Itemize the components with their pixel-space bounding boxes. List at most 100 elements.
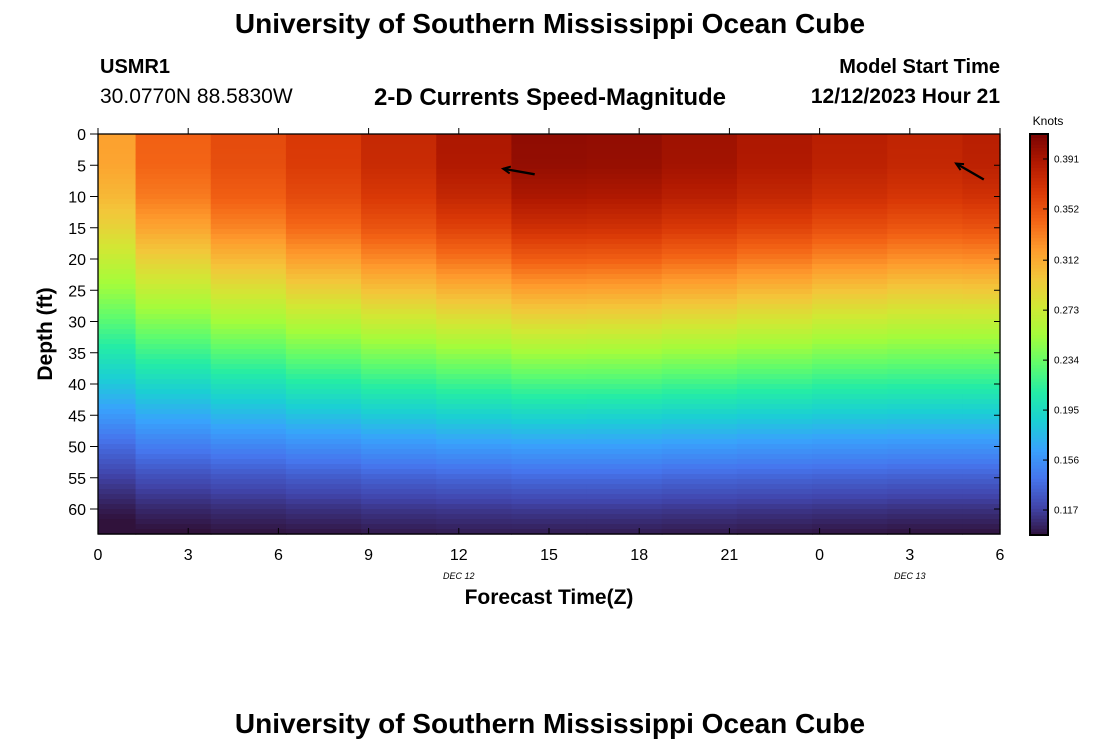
heatmap-cell xyxy=(98,304,137,310)
colorbar-swatch xyxy=(1030,421,1048,426)
heatmap-cell xyxy=(661,209,738,215)
heatmap-cell xyxy=(736,179,813,185)
heatmap-cell xyxy=(285,299,362,305)
heatmap-cell xyxy=(962,349,1001,355)
colorbar-swatch xyxy=(1030,240,1048,245)
heatmap-cell xyxy=(135,429,212,435)
colorbar-swatch xyxy=(1030,294,1048,299)
heatmap-cell xyxy=(135,279,212,285)
heatmap-cell xyxy=(962,179,1001,185)
heatmap-cell xyxy=(361,504,437,510)
colorbar-swatch xyxy=(1030,174,1048,179)
heatmap-cell xyxy=(436,454,513,460)
heatmap-cell xyxy=(135,384,212,390)
colorbar-swatch xyxy=(1030,301,1048,306)
heatmap-cell xyxy=(586,254,663,260)
heatmap-cell xyxy=(135,294,212,300)
heatmap-cell xyxy=(887,299,964,305)
heatmap-cell xyxy=(210,434,287,440)
heatmap-cell xyxy=(661,219,738,225)
heatmap-cell xyxy=(586,464,663,470)
heatmap-cell xyxy=(285,499,362,505)
heatmap-cell xyxy=(285,474,362,480)
heatmap-cell xyxy=(210,209,287,215)
heatmap-cell xyxy=(962,434,1001,440)
colorbar-swatch xyxy=(1030,384,1048,389)
heatmap-cell xyxy=(736,134,813,140)
heatmap-cell xyxy=(887,439,964,445)
heatmap-cell xyxy=(661,284,738,290)
heatmap-cell xyxy=(98,269,137,275)
colorbar-swatch xyxy=(1030,464,1048,469)
heatmap-cell xyxy=(962,334,1001,340)
heatmap-cell xyxy=(210,329,287,335)
heatmap-cell xyxy=(812,284,888,290)
heatmap-cell xyxy=(511,499,588,505)
heatmap-cell xyxy=(436,309,513,315)
heatmap-cell xyxy=(285,134,362,140)
heatmap-cell xyxy=(962,494,1001,500)
heatmap-cell xyxy=(135,479,212,485)
heatmap-cell xyxy=(586,479,663,485)
heatmap-cell xyxy=(285,154,362,160)
heatmap-cell xyxy=(887,144,964,150)
heatmap-cell xyxy=(661,459,738,465)
heatmap-cell xyxy=(736,394,813,400)
heatmap-cell xyxy=(736,409,813,415)
heatmap-cell xyxy=(135,449,212,455)
heatmap-cell xyxy=(436,494,513,500)
heatmap-cell xyxy=(586,314,663,320)
heatmap-cell xyxy=(285,329,362,335)
heatmap-cell xyxy=(661,374,738,380)
heatmap-cell xyxy=(736,154,813,160)
heatmap-cell xyxy=(812,429,888,435)
heatmap-cell xyxy=(511,269,588,275)
heatmap-cell xyxy=(98,479,137,485)
colorbar-swatch xyxy=(1030,164,1048,169)
heatmap-cell xyxy=(210,404,287,410)
heatmap-cell xyxy=(361,509,437,515)
heatmap-cell xyxy=(511,339,588,345)
heatmap-column xyxy=(135,134,212,535)
heatmap-cell xyxy=(135,459,212,465)
colorbar-swatch xyxy=(1030,264,1048,269)
colorbar-swatch xyxy=(1030,304,1048,309)
heatmap-cell xyxy=(586,139,663,145)
heatmap-cell xyxy=(285,139,362,145)
heatmap-cell xyxy=(210,479,287,485)
colorbar-swatch xyxy=(1030,204,1048,209)
heatmap-column xyxy=(210,134,287,535)
heatmap-cell xyxy=(436,304,513,310)
heatmap-cell xyxy=(812,324,888,330)
heatmap-cell xyxy=(210,304,287,310)
heatmap-cell xyxy=(812,134,888,140)
heatmap-cell xyxy=(736,319,813,325)
heatmap-cell xyxy=(511,334,588,340)
heatmap-cell xyxy=(962,279,1001,285)
heatmap-cell xyxy=(98,274,137,280)
colorbar-swatch xyxy=(1030,488,1048,493)
heatmap-cell xyxy=(210,169,287,175)
heatmap-cell xyxy=(736,249,813,255)
heatmap-cell xyxy=(812,234,888,240)
heatmap-cell xyxy=(736,334,813,340)
heatmap-cell xyxy=(812,444,888,450)
heatmap-cell xyxy=(812,394,888,400)
heatmap-cell xyxy=(135,414,212,420)
heatmap-cell xyxy=(887,414,964,420)
heatmap-cell xyxy=(586,519,663,525)
heatmap-cell xyxy=(511,204,588,210)
colorbar-swatch xyxy=(1030,498,1048,503)
heatmap-cell xyxy=(511,229,588,235)
heatmap-cell xyxy=(736,244,813,250)
heatmap-cell xyxy=(511,474,588,480)
heatmap-cell xyxy=(135,284,212,290)
heatmap-cell xyxy=(962,184,1001,190)
heatmap-cell xyxy=(736,279,813,285)
y-axis-tick-label: 45 xyxy=(68,408,86,425)
heatmap-cell xyxy=(511,169,588,175)
heatmap-cell xyxy=(98,489,137,495)
heatmap-cell xyxy=(812,454,888,460)
heatmap-cell xyxy=(210,499,287,505)
heatmap-cell xyxy=(511,234,588,240)
